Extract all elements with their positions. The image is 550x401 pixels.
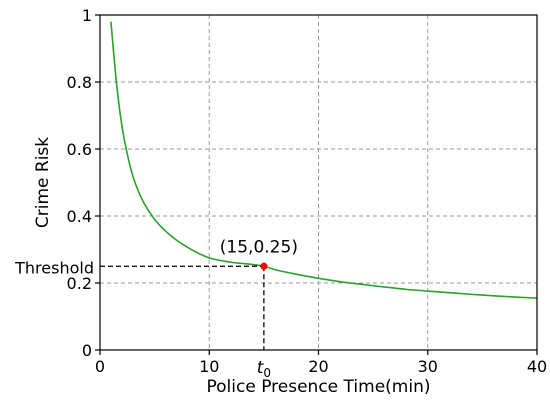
axis-ticks: 0 10 20 30 40 0 0.2 0.4 0.6 0.8 1 <box>67 6 548 376</box>
plot-area-frame <box>99 14 538 351</box>
t0-label-main: t <box>257 358 265 378</box>
series-line <box>110 21 538 299</box>
y-tick-label: 0.4 <box>67 207 92 226</box>
t0-label: t0 <box>257 358 271 380</box>
y-tick-label: 0.2 <box>67 274 92 293</box>
threshold-label: Threshold <box>14 258 94 277</box>
threshold-point <box>260 262 268 270</box>
t0-label-subscript: 0 <box>263 366 271 380</box>
x-tick-label: 0 <box>95 357 105 376</box>
threshold-point-label: (15,0.25) <box>220 237 298 257</box>
y-tick-label: 1 <box>82 6 92 25</box>
y-tick-label: 0.8 <box>67 73 92 92</box>
y-axis-label: Crime Risk <box>33 137 53 228</box>
grid-lines <box>100 15 537 350</box>
x-tick-label: 40 <box>527 357 547 376</box>
x-tick-label: 20 <box>308 357 328 376</box>
y-tick-label: 0.6 <box>67 140 92 159</box>
x-tick-label: 10 <box>199 357 219 376</box>
y-tick-label: 0 <box>82 341 92 360</box>
x-tick-label: 30 <box>418 357 438 376</box>
x-axis-label: Police Presence Time(min) <box>207 377 431 397</box>
